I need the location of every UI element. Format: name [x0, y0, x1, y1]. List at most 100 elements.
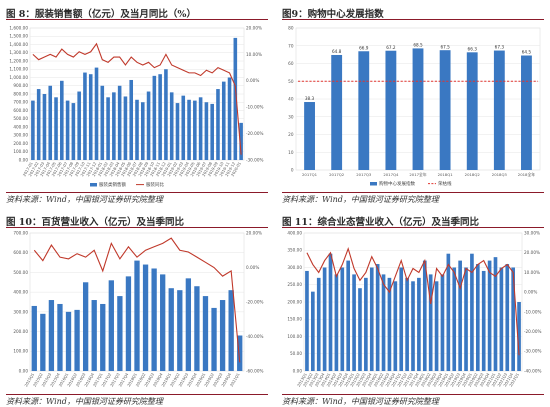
- bar: [141, 102, 145, 160]
- y-tick-right: 10.00%: [524, 270, 540, 275]
- data-label: 66.3: [468, 47, 478, 52]
- chart-clothing-sales: 0.00 100.00 200.00 300.00 400.00 500.00 600.00…: [6, 22, 268, 190]
- bar: [464, 268, 468, 372]
- data-label: 38.3: [305, 96, 315, 101]
- bar: [423, 261, 427, 371]
- bar: [521, 56, 532, 170]
- bar: [43, 94, 47, 160]
- bar: [89, 74, 93, 160]
- y-tick-left: 400.00: [13, 290, 28, 295]
- y-tick-right: -20.00%: [524, 329, 541, 334]
- panel-title: 图 11：综合业态营业收入（亿元）及当季同比: [282, 214, 479, 228]
- bar: [60, 81, 64, 160]
- source-note: 资料来源：Wind，中国银河证券研究院整理: [6, 194, 163, 205]
- y-tick-left: 300.00: [287, 265, 302, 270]
- data-label: 66.9: [359, 45, 369, 50]
- y-tick-right: -20.00%: [246, 131, 263, 136]
- bar: [210, 104, 214, 160]
- title-rule: [6, 19, 268, 20]
- bar: [441, 274, 445, 371]
- data-label: 64.5: [522, 50, 532, 55]
- bar: [158, 74, 162, 160]
- bar: [364, 278, 368, 371]
- bar: [170, 92, 174, 160]
- bar: [393, 281, 397, 371]
- y-tick-right: 20.00%: [246, 230, 262, 235]
- bar: [57, 304, 62, 371]
- title-rule: [6, 227, 268, 228]
- x-tick: 2018Q1: [438, 172, 454, 177]
- panel-title: 图 8：服装销售额（亿元）及当月同比（%）: [6, 6, 196, 20]
- bar: [440, 50, 451, 170]
- bar: [66, 101, 70, 160]
- bar: [358, 288, 362, 371]
- bar: [335, 274, 339, 371]
- y-tick-right: -30.00%: [246, 157, 263, 162]
- bar: [143, 265, 148, 371]
- y-tick-left: 200.00: [13, 329, 28, 334]
- bar: [382, 274, 386, 371]
- x-tick: 2018Q2: [465, 172, 481, 177]
- y-tick-left: 200.00: [13, 141, 28, 146]
- y-tick-left: 100.00: [287, 334, 302, 339]
- bar: [358, 51, 369, 170]
- bar: [194, 286, 199, 371]
- bar: [329, 254, 333, 371]
- y-tick-left: 0.00: [293, 368, 303, 373]
- bar: [331, 55, 342, 170]
- bar: [129, 80, 133, 160]
- bar: [411, 281, 415, 371]
- bar: [117, 296, 122, 371]
- bar: [203, 296, 208, 371]
- y-tick-left: 40: [288, 97, 294, 102]
- chart-svg: 0.00 50.00 100.00 150.00 200.00 250.00 300.00 3…: [282, 229, 544, 392]
- legend-label: 购物中心发展指数: [379, 180, 415, 187]
- y-tick-left: 80: [288, 26, 294, 31]
- legend-label: 服装同比: [146, 181, 164, 188]
- bar: [340, 268, 344, 372]
- y-tick-left: 700.00: [13, 230, 28, 235]
- y-tick-left: 250.00: [287, 282, 302, 287]
- bar: [199, 97, 203, 160]
- y-tick-right: -10.00%: [246, 105, 263, 110]
- y-tick-left: 0.00: [19, 157, 29, 162]
- chart-department-store: 0.00 100.00 200.00 300.00 400.00 500.00 600.00…: [6, 229, 268, 392]
- y-tick-right: 10.00%: [246, 52, 262, 57]
- bar: [467, 52, 478, 170]
- y-tick-left: 900.00: [13, 83, 28, 88]
- y-tick-left: 1,200.00: [9, 58, 28, 63]
- bar: [435, 281, 439, 371]
- bar: [169, 288, 174, 371]
- bar: [211, 308, 216, 371]
- bar: [229, 290, 234, 371]
- y-tick-right: 0.00%: [524, 290, 537, 295]
- bar: [126, 276, 131, 371]
- y-tick-right: 20.00%: [524, 250, 540, 255]
- legend-label: 服装类销售额: [99, 181, 126, 188]
- y-tick-left: 500.00: [13, 116, 28, 121]
- bar: [186, 278, 191, 371]
- bar: [346, 261, 350, 371]
- bar: [77, 92, 81, 160]
- y-tick-right: -30.00%: [524, 349, 541, 354]
- bar: [220, 300, 225, 371]
- source-note: 资料来源：Wind，中国银河证券研究院整理: [282, 194, 439, 205]
- panel-complex-format: 图 11：综合业态营业收入（亿元）及当季同比 0.00 50.00 100.00 15…: [282, 212, 544, 406]
- y-tick-left: 1,500.00: [9, 34, 28, 39]
- bar: [109, 280, 114, 371]
- y-tick-left: 30: [288, 114, 294, 119]
- source-note: 资料来源：Wind，中国银河证券研究院整理: [282, 396, 439, 407]
- bar: [305, 271, 309, 371]
- x-tick: 2017Q1: [302, 172, 318, 177]
- x-tick: 2018Q3: [492, 172, 508, 177]
- bar: [370, 268, 374, 372]
- y-tick-left: 1,100.00: [9, 67, 28, 72]
- bar: [49, 300, 54, 371]
- y-tick-left: 20: [288, 132, 294, 137]
- y-tick-right: -10.00%: [524, 309, 541, 314]
- bar: [124, 96, 128, 160]
- bar: [228, 78, 232, 161]
- y-tick-left: 300.00: [13, 133, 28, 138]
- panel-title: 图 10：百货营业收入（亿元）及当季同比: [6, 214, 184, 228]
- x-tick: 2017Q4: [383, 172, 399, 177]
